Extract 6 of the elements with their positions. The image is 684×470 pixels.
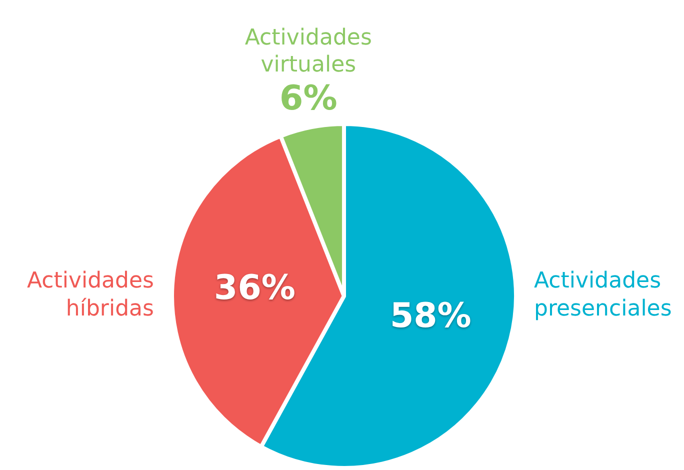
slice-label: Actividades virtuales bbox=[244, 25, 372, 78]
slice-label: Actividades presenciales bbox=[534, 268, 672, 322]
data-label: 58% bbox=[390, 296, 472, 336]
data-label: 6% bbox=[280, 78, 338, 118]
data-label: 36% bbox=[214, 268, 296, 308]
slice-label: Actividades híbridas bbox=[26, 268, 154, 322]
